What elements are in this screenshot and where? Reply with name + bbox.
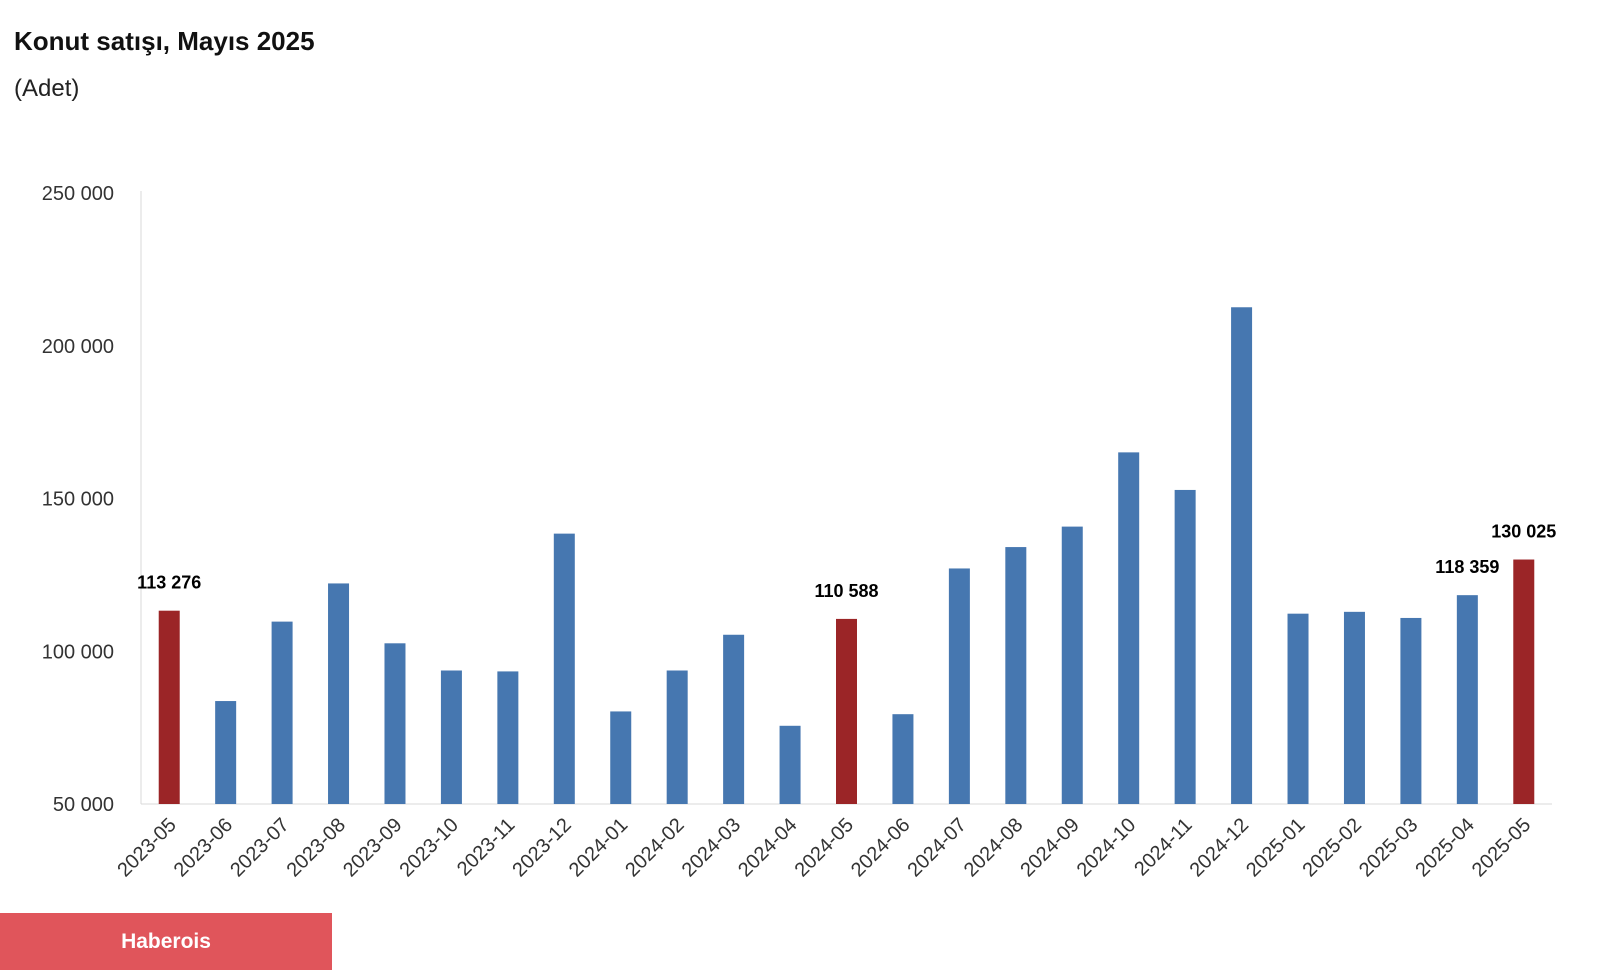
- bar-2025-05: [1513, 559, 1535, 804]
- bars: [158, 307, 1535, 804]
- x-tick-label: 2024-10: [1073, 814, 1140, 881]
- y-axis-ticks: 50 000 100 000 150 000 200 000 250 000: [42, 183, 114, 816]
- x-tick-label: 2023-10: [395, 814, 462, 881]
- y-tick-label: 100 000: [42, 641, 114, 663]
- x-tick-label: 2023-05: [113, 814, 180, 881]
- data-label-2025-05: 130 025: [1491, 522, 1556, 542]
- data-label-2024-05: 110 588: [814, 581, 878, 601]
- x-tick-label: 2024-06: [847, 814, 914, 881]
- data-label-2023-05: 113 276: [137, 573, 201, 593]
- bar-2024-08: [1005, 547, 1027, 804]
- x-tick-label: 2024-02: [621, 814, 688, 881]
- bar-2024-04: [779, 725, 801, 804]
- x-tick-label: 2024-11: [1130, 814, 1196, 880]
- bar-2024-03: [723, 634, 745, 804]
- x-tick-label: 2024-07: [903, 814, 970, 881]
- data-label-2025-04: 118 359: [1435, 557, 1499, 577]
- bar-2023-10: [440, 670, 462, 804]
- bar-2025-01: [1287, 613, 1309, 804]
- bar-2023-07: [271, 621, 293, 804]
- x-tick-label: 2023-12: [508, 814, 575, 881]
- x-tick-label: 2024-09: [1016, 814, 1083, 881]
- bar-2024-06: [892, 714, 914, 804]
- bar-2024-10: [1118, 452, 1140, 804]
- x-tick-label: 2024-01: [565, 814, 632, 881]
- bar-2024-02: [666, 670, 688, 804]
- data-labels: 113 276 110 588 118 359 130 025: [137, 522, 1556, 601]
- bar-2023-08: [328, 583, 350, 804]
- bar-2023-05: [158, 610, 180, 804]
- x-tick-label: 2024-04: [734, 814, 801, 881]
- x-tick-label: 2023-09: [339, 814, 406, 881]
- chart-title: Konut satışı, Mayıs 2025: [14, 26, 315, 56]
- x-tick-label: 2023-11: [453, 814, 519, 880]
- brand-banner: Haberois: [0, 913, 332, 970]
- x-tick-label: 2025-03: [1355, 814, 1422, 881]
- x-tick-label: 2023-08: [283, 814, 350, 881]
- bar-chart: 50 000 100 000 150 000 200 000 250 000 113 2…: [42, 183, 1557, 881]
- y-tick-label: 150 000: [42, 489, 114, 511]
- bar-2025-04: [1456, 595, 1478, 804]
- bar-2024-09: [1061, 526, 1083, 804]
- x-tick-label: 2024-03: [678, 814, 745, 881]
- bar-2023-11: [497, 671, 519, 804]
- bar-2023-06: [215, 701, 237, 804]
- bar-2024-11: [1174, 489, 1196, 804]
- bar-2025-02: [1343, 611, 1365, 804]
- bar-2023-12: [553, 533, 575, 804]
- x-tick-label: 2025-02: [1299, 814, 1366, 881]
- x-tick-label: 2025-01: [1242, 814, 1309, 881]
- bar-2024-07: [948, 568, 970, 804]
- x-tick-label: 2023-07: [226, 814, 293, 881]
- x-tick-label: 2024-12: [1186, 814, 1253, 881]
- y-tick-label: 200 000: [42, 336, 114, 358]
- y-tick-label: 50 000: [53, 794, 114, 816]
- x-tick-label: 2023-06: [170, 814, 237, 881]
- bar-2024-01: [610, 711, 632, 804]
- bar-2024-05: [836, 618, 857, 804]
- x-tick-label: 2025-05: [1468, 814, 1535, 881]
- x-axis-ticks: 2023-052023-062023-072023-082023-092023-…: [113, 814, 1535, 881]
- x-tick-label: 2024-05: [791, 814, 858, 881]
- y-tick-label: 250 000: [42, 183, 114, 205]
- bar-2024-12: [1231, 307, 1253, 804]
- bar-2025-03: [1400, 617, 1422, 804]
- x-tick-label: 2024-08: [960, 814, 1027, 881]
- x-tick-label: 2025-04: [1411, 814, 1478, 881]
- chart-subtitle: (Adet): [14, 75, 80, 102]
- bar-2023-09: [384, 643, 406, 804]
